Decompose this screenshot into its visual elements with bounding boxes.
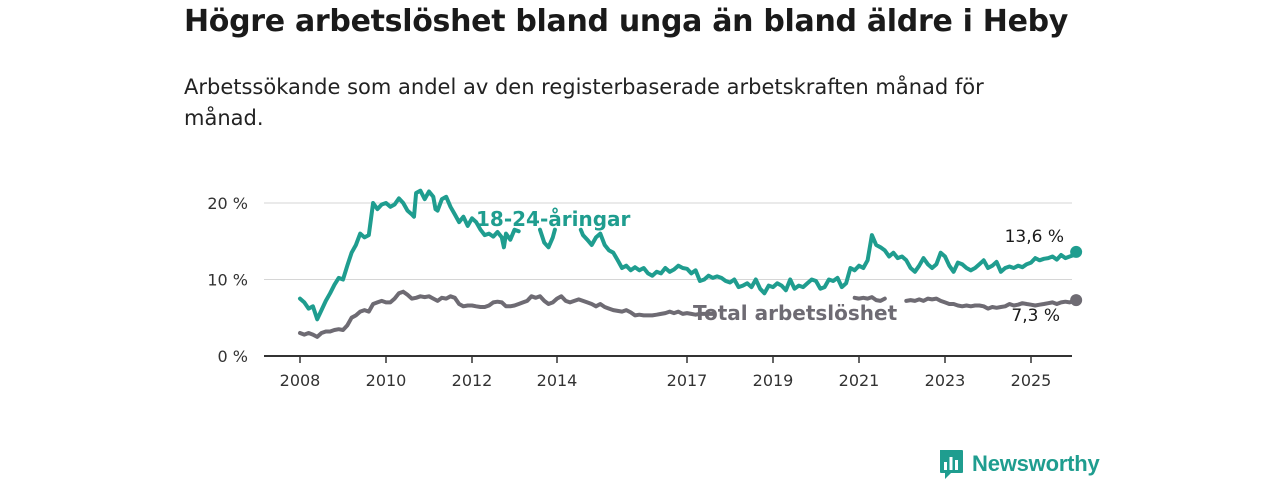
x-tick-label: 2025 [1011,371,1052,390]
x-tick-label: 2010 [366,371,407,390]
y-axis: 0 % 10 % 20 % [207,194,248,366]
series-line-total [298,289,1079,339]
x-tick-label: 2019 [753,371,794,390]
brand-name: Newsworthy [972,451,1100,476]
chart-subtitle: Arbetssökande som andel av den registerb… [184,75,984,130]
series-end-point-total [1070,294,1083,307]
series-line-unga [298,188,1079,322]
newsworthy-logo[interactable]: Newsworthy [938,448,1100,480]
x-tick-label: 2012 [452,371,493,390]
y-tick-label: 20 % [207,194,248,213]
x-tick-label: 2023 [925,371,966,390]
series-end-point-unga [1070,245,1083,258]
series-labels: 18-24-åringar Total arbetslöshet 13,6 % 7,3… [476,207,1064,326]
end-label-unga: 13,6 % [1005,227,1064,247]
line-chart: 0 % 10 % 20 % 2008 2010 2012 2014 2017 2019 2021… [207,188,1083,390]
y-tick-label: 10 % [207,270,248,289]
series-name-unga: 18-24-åringar [476,207,631,231]
x-tick-label: 2017 [667,371,708,390]
x-axis: 2008 2010 2012 2014 2017 2019 2021 2023 2025 [264,355,1072,390]
grid-lines [264,202,1072,280]
y-tick-label: 0 % [218,347,248,366]
end-label-total: 7,3 % [1011,306,1060,326]
x-tick-label: 2014 [537,371,578,390]
chart-title: Högre arbetslöshet bland unga än bland ä… [184,4,1069,39]
x-tick-label: 2008 [280,371,321,390]
series-group [298,188,1083,339]
series-name-total: Total arbetslöshet [693,301,898,325]
newsworthy-logo-icon [940,450,963,479]
x-tick-label: 2021 [839,371,880,390]
